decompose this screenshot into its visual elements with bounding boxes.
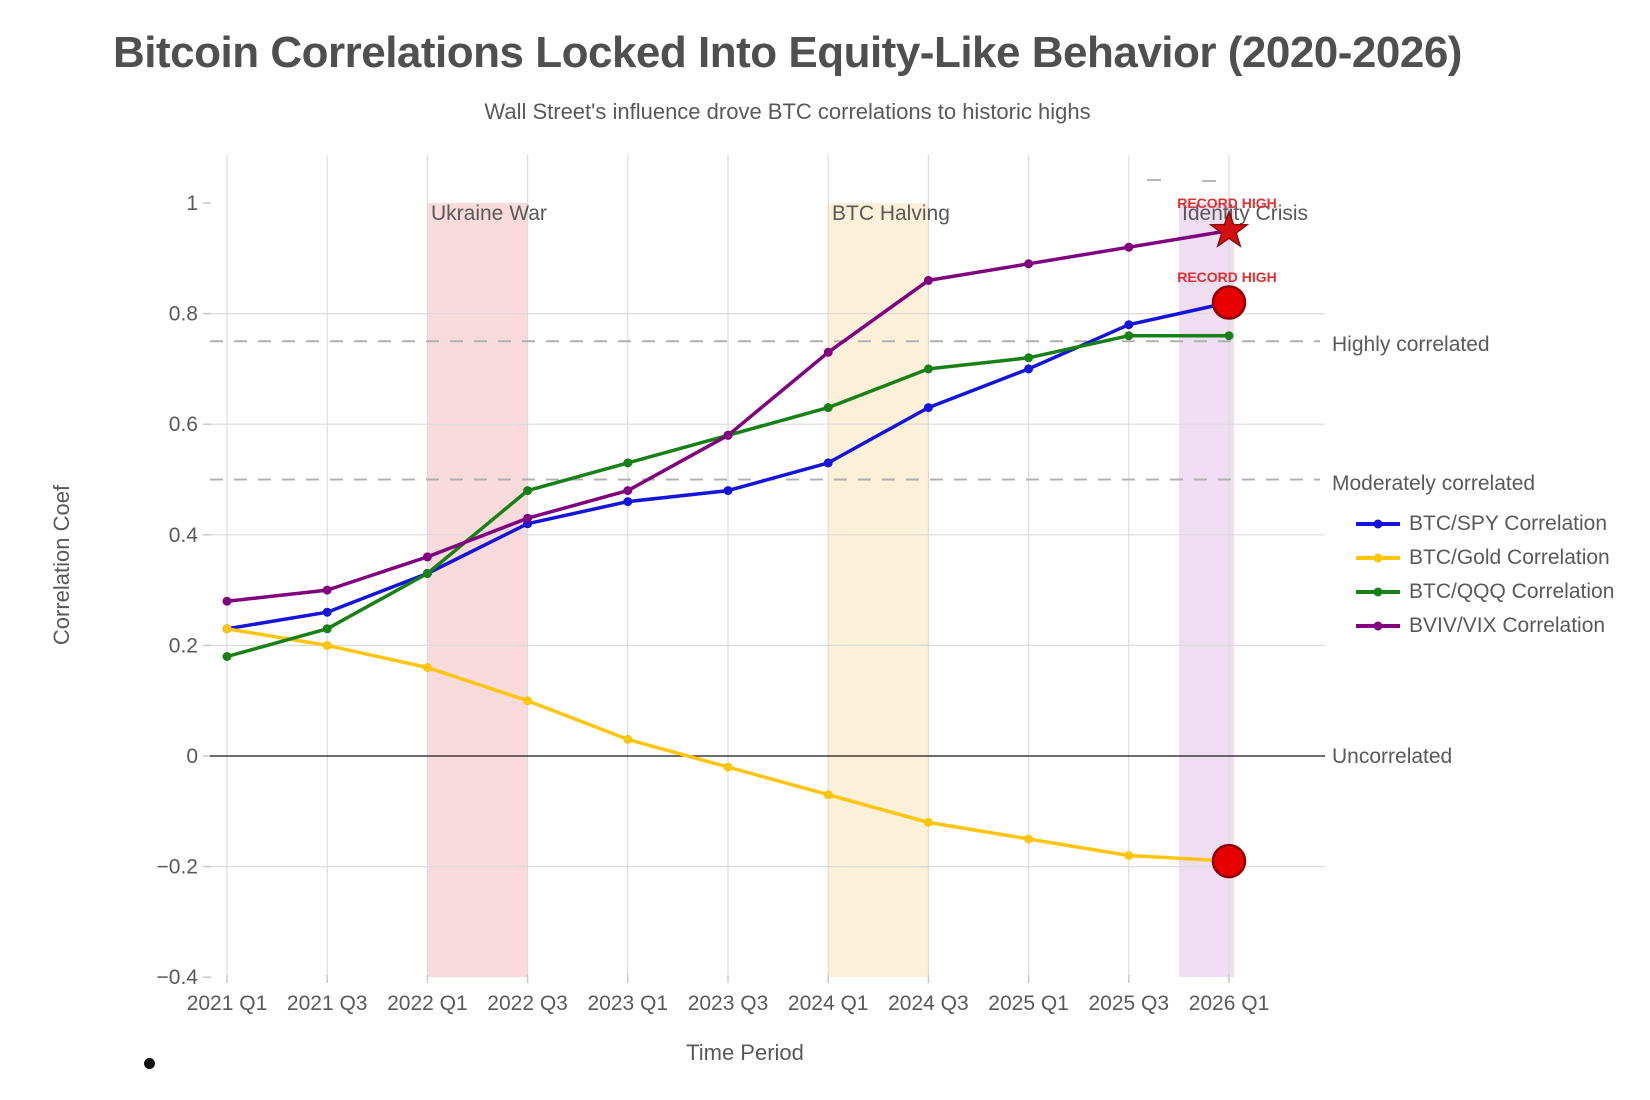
- y-tick-label: 0.4: [169, 524, 199, 547]
- series-point: [723, 762, 733, 772]
- legend-line-icon: [1356, 621, 1400, 631]
- event-bands: [427, 203, 1234, 977]
- x-axis-label: Time Period: [686, 1040, 804, 1065]
- record-high-label-btc-spy: RECORD HIGH: [1177, 269, 1277, 285]
- series-point: [422, 663, 432, 672]
- x-tick-label: 2026 Q1: [1189, 992, 1270, 1015]
- series-point: [823, 347, 833, 357]
- threshold-label-uncorrelated: Uncorrelated: [1332, 745, 1452, 768]
- y-tick-label: −0.4: [157, 966, 199, 989]
- x-tick-label: 2022 Q3: [487, 992, 568, 1015]
- x-tick-label: 2023 Q3: [688, 992, 769, 1015]
- series-point: [623, 497, 633, 507]
- x-tick-label: 2021 Q3: [287, 992, 368, 1015]
- legend-line-icon: [1356, 553, 1400, 563]
- x-tick-label: 2021 Q1: [187, 992, 268, 1015]
- series-point: [923, 275, 933, 285]
- series-point: [1024, 364, 1034, 374]
- y-tick-label: −0.2: [157, 856, 198, 879]
- series-point: [623, 734, 633, 744]
- series-point: [1124, 331, 1134, 341]
- legend-line-icon: [1356, 519, 1400, 529]
- series-point: [1124, 242, 1134, 252]
- series-point: [723, 486, 733, 496]
- legend: BTC/SPY Correlation BTC/Gold Correlation…: [1356, 507, 1614, 643]
- x-tick-label: 2023 Q1: [588, 992, 669, 1015]
- series-point: [923, 403, 933, 413]
- y-tick-label: 0.8: [169, 303, 198, 326]
- band-label-btc-halving: BTC Halving: [832, 202, 950, 225]
- y-tick-label: 0.6: [169, 413, 198, 436]
- record-high-star-icon: [1208, 209, 1250, 248]
- series-point: [322, 585, 332, 595]
- y-tick-label: 0.2: [169, 634, 198, 657]
- series-point: [1224, 331, 1234, 341]
- stray-bullet-dot: [144, 1058, 155, 1069]
- gridlines-and-ticks: 2021 Q1 2021 Q3 2022 Q1 2022 Q3 2023 Q1 2023 …: [157, 155, 1325, 1015]
- series-point: [523, 486, 533, 496]
- band: [427, 203, 528, 977]
- legend-item-bviv-vix: BVIV/VIX Correlation: [1356, 609, 1614, 643]
- series-point: [222, 596, 232, 606]
- series-point: [422, 569, 432, 578]
- series-point: [1024, 353, 1034, 363]
- x-tick-label: 2022 Q1: [387, 992, 468, 1015]
- series-point: [1124, 320, 1134, 330]
- series-point: [923, 364, 933, 374]
- legend-item-btc-spy: BTC/SPY Correlation: [1356, 507, 1614, 541]
- series-point: [222, 652, 232, 661]
- band-label-identity-crisis: Identity Crisis: [1182, 202, 1308, 225]
- chart-subtitle: Wall Street's influence drove BTC correl…: [484, 99, 1091, 124]
- series-point: [1024, 834, 1034, 844]
- data-series: [222, 226, 1234, 866]
- y-tick-label: 1: [186, 192, 198, 215]
- legend-label: BVIV/VIX Correlation: [1409, 614, 1606, 637]
- series-point: [422, 552, 432, 562]
- x-tick-label: 2025 Q3: [1089, 992, 1170, 1015]
- series-point: [322, 607, 332, 617]
- legend-label: BTC/QQQ Correlation: [1409, 580, 1615, 603]
- highlight-markers: [1208, 209, 1250, 879]
- series-point: [823, 790, 833, 800]
- y-tick-label: 0: [186, 745, 198, 768]
- x-tick-label: 2024 Q1: [788, 992, 869, 1015]
- series-point: [1024, 259, 1034, 269]
- chart-title: Bitcoin Correlations Locked Into Equity-…: [113, 28, 1462, 77]
- series-point: [523, 696, 533, 706]
- series-point: [1124, 851, 1134, 860]
- series-point: [923, 817, 933, 827]
- series-point: [322, 640, 332, 650]
- legend-label: BTC/Gold Correlation: [1409, 546, 1610, 569]
- legend-item-btc-qqq: BTC/QQQ Correlation: [1356, 575, 1614, 609]
- x-tick-label: 2024 Q3: [888, 992, 969, 1015]
- series-point: [823, 458, 833, 468]
- series-point: [623, 486, 633, 496]
- series-point: [623, 458, 633, 468]
- threshold-label-highly-correlated: Highly correlated: [1332, 333, 1490, 356]
- record-high-circle-icon: [1211, 285, 1247, 320]
- series-point: [523, 513, 533, 523]
- series-point: [823, 403, 833, 413]
- x-tick-label: 2025 Q1: [988, 992, 1069, 1015]
- series-point: [222, 624, 232, 634]
- series-point: [322, 624, 332, 634]
- record-high-label-bviv-vix: RECORD HIGH: [1177, 195, 1277, 211]
- threshold-label-moderately-correlated: Moderately correlated: [1332, 472, 1535, 495]
- legend-item-btc-gold: BTC/Gold Correlation: [1356, 541, 1614, 575]
- record-high-circle-icon: [1211, 843, 1247, 879]
- legend-label: BTC/SPY Correlation: [1409, 512, 1608, 535]
- band: [828, 203, 929, 977]
- series-point: [723, 430, 733, 440]
- legend-line-icon: [1356, 587, 1400, 597]
- band-label-ukraine-war: Ukraine War: [431, 202, 547, 225]
